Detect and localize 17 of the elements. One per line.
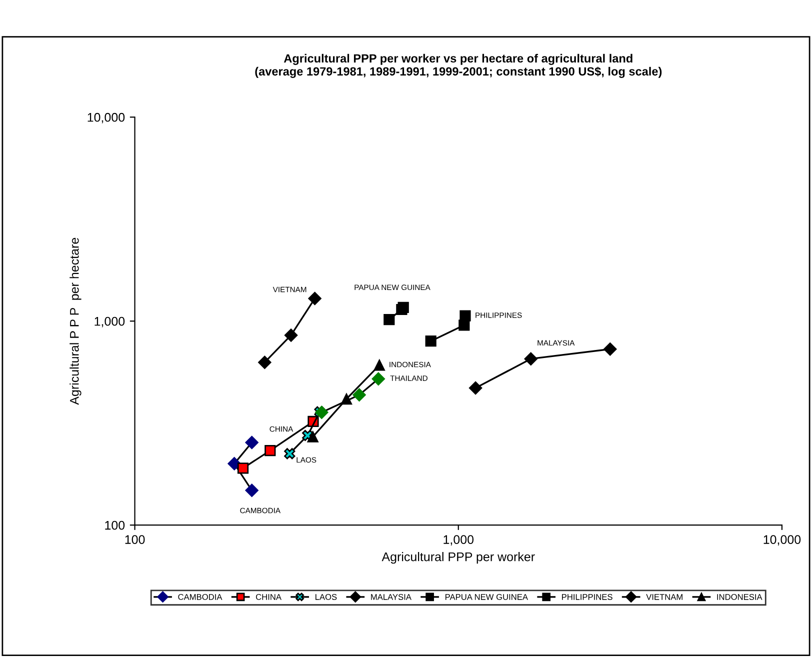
- y-tick-label: 10,000: [88, 112, 125, 124]
- legend-label: PHILIPPINES: [562, 594, 612, 600]
- legend-label: INDONESIA: [717, 594, 762, 600]
- x-axis-title: Agricultural PPP per worker: [382, 552, 535, 564]
- legend-label: LAOS: [316, 594, 337, 600]
- legend-label: VIETNAM: [646, 594, 682, 600]
- y-axis-title: Agricultural P P P per hectare: [70, 238, 82, 405]
- chart-title: Agricultural PPP per worker vs per hectare of agricultural land (average 1979-1981, 1989-1991, 1999-2001; constant 1990 US$, log scale): [255, 54, 662, 78]
- x-tick-label: 100: [125, 535, 145, 544]
- legend-label: CAMBODIA: [178, 594, 222, 600]
- x-tick-label: 1,000: [444, 535, 474, 546]
- legend-label: CHINA: [256, 594, 282, 600]
- y-tick-label: 1,000: [94, 316, 125, 328]
- y-tick-label: 100: [105, 520, 125, 530]
- legend-label: PAPUA NEW GUINEA: [445, 594, 528, 600]
- legend-label: MALAYSIA: [371, 594, 412, 600]
- x-tick-label: 10,000: [764, 535, 801, 546]
